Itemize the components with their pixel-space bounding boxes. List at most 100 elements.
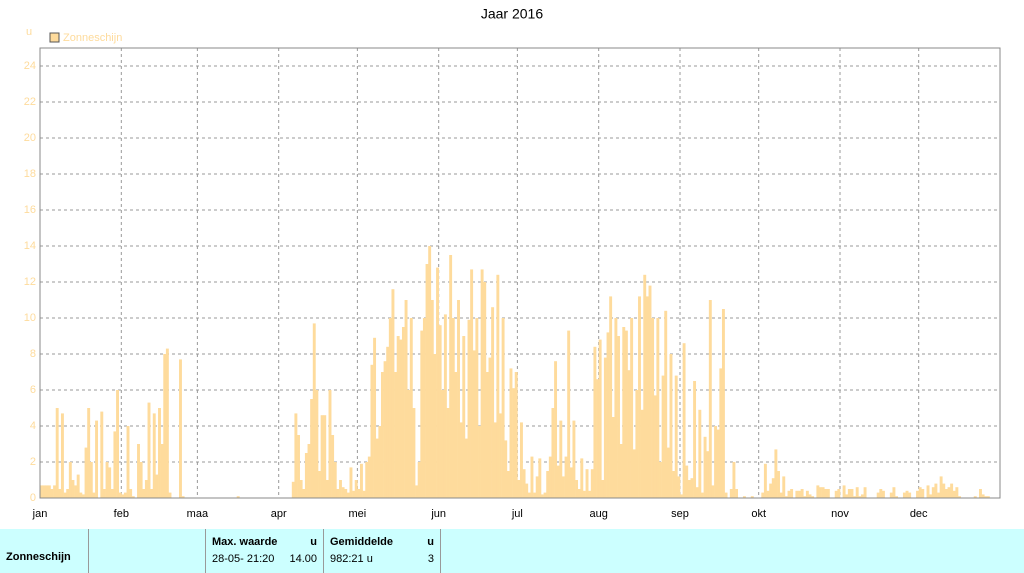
bar <box>711 485 715 498</box>
bar <box>304 453 308 498</box>
bar <box>685 465 689 498</box>
bar <box>931 487 935 498</box>
cell-text: 982:21 u <box>330 553 373 565</box>
cell-text: 3 <box>427 553 434 565</box>
bar <box>158 408 161 498</box>
bar <box>509 368 513 498</box>
bar <box>42 485 46 498</box>
bar <box>695 487 699 498</box>
bar <box>123 492 127 498</box>
bar <box>58 489 62 498</box>
bar <box>879 489 883 498</box>
bar <box>543 492 547 498</box>
bar <box>388 318 392 498</box>
bar <box>640 409 644 498</box>
legend-label: Zonneschijn <box>63 32 122 44</box>
cell-text: 28-05- 21:20 <box>212 553 275 565</box>
bar <box>137 444 140 498</box>
x-tick-label: jul <box>511 508 523 520</box>
bar <box>299 480 303 498</box>
bar <box>121 494 125 498</box>
bar <box>559 420 563 498</box>
bar <box>934 483 938 498</box>
bar <box>863 487 867 498</box>
bar <box>116 390 119 498</box>
x-tick-label: mei <box>349 508 367 520</box>
bar <box>496 274 500 498</box>
bar <box>488 357 492 498</box>
bar <box>548 456 552 498</box>
bar <box>341 487 345 498</box>
bar <box>601 480 605 498</box>
bar <box>294 413 298 498</box>
bar <box>984 496 988 498</box>
plot-border <box>39 47 1001 499</box>
bar <box>512 388 516 498</box>
bar <box>328 390 332 498</box>
bar <box>540 494 544 498</box>
bar <box>320 415 324 498</box>
bar <box>842 485 846 498</box>
bar <box>939 476 943 498</box>
bar <box>438 325 442 498</box>
x-tick-label: aug <box>590 508 608 520</box>
bar <box>645 296 649 498</box>
bar <box>113 431 117 498</box>
bar <box>399 339 403 498</box>
bar <box>881 490 885 498</box>
bar <box>302 489 306 498</box>
bar <box>396 336 400 498</box>
bar <box>491 307 495 498</box>
bar <box>638 296 641 498</box>
y-tick-label: 2 <box>30 456 36 468</box>
bar <box>585 469 589 498</box>
cell: Gemiddelde u 982:21 u 3 <box>324 529 441 573</box>
bar <box>714 426 718 498</box>
bar <box>769 483 773 498</box>
bar <box>118 492 122 498</box>
bar <box>929 494 933 498</box>
bar <box>556 465 560 498</box>
bar <box>952 490 956 498</box>
bar <box>735 489 739 498</box>
bar <box>567 330 571 498</box>
bar <box>354 480 358 498</box>
bar <box>651 318 655 498</box>
bar <box>318 471 321 498</box>
bar <box>986 496 990 498</box>
bar <box>672 471 676 498</box>
bar <box>165 348 169 498</box>
bar <box>538 458 542 498</box>
bar <box>506 471 510 498</box>
bar <box>895 496 899 498</box>
bar <box>632 449 636 498</box>
bar <box>742 496 746 498</box>
header: u <box>427 536 434 548</box>
bar <box>682 343 686 498</box>
y-tick-label: 6 <box>30 384 36 396</box>
y-tick-label: 18 <box>24 168 36 180</box>
bar <box>310 399 314 498</box>
bar <box>331 435 335 498</box>
bar <box>719 368 723 498</box>
bar <box>50 489 54 498</box>
bar <box>95 420 99 498</box>
bar <box>706 451 710 498</box>
bar <box>784 496 788 498</box>
bar <box>102 489 106 498</box>
bar <box>918 487 922 498</box>
bar <box>803 496 807 498</box>
y-tick-label: 4 <box>30 420 36 432</box>
bar <box>74 485 78 498</box>
bar <box>81 494 85 498</box>
bar <box>942 483 946 498</box>
bar <box>472 350 476 498</box>
bar <box>407 390 411 498</box>
bar <box>845 494 849 498</box>
bar <box>352 490 356 498</box>
bar <box>349 467 353 498</box>
x-tick-label: maa <box>187 508 209 520</box>
bar <box>926 485 930 498</box>
y-tick-label: 0 <box>30 492 36 504</box>
bar <box>614 318 618 498</box>
